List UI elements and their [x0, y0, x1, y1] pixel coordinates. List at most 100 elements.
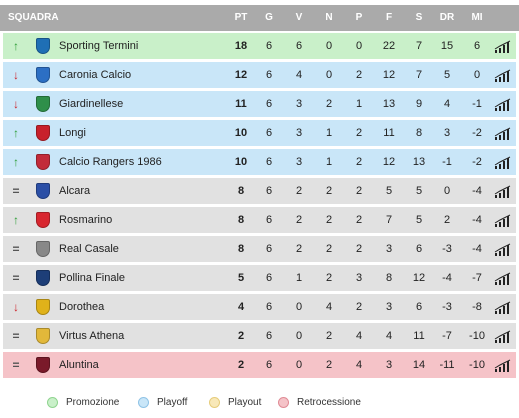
- stat-g: 6: [265, 272, 273, 284]
- table-row[interactable]: = Virtus Athena 2 6 0 2 4 4 11 -7 -10: [3, 323, 516, 350]
- header-n[interactable]: N: [325, 12, 333, 23]
- team-crest-icon: [32, 265, 54, 292]
- trend-chart-icon[interactable]: [492, 352, 514, 379]
- trend-chart-icon[interactable]: [492, 62, 514, 89]
- header-mi[interactable]: MI: [471, 12, 483, 23]
- arrow-up-icon: ↑: [13, 155, 19, 169]
- team-name[interactable]: Sporting Termini: [59, 40, 139, 52]
- stat-p: 2: [355, 156, 363, 168]
- stat-f: 22: [382, 40, 396, 52]
- header-s[interactable]: S: [415, 12, 423, 23]
- stat-n: 2: [325, 272, 333, 284]
- equal-icon: =: [12, 184, 20, 198]
- team-crest-icon: [32, 149, 54, 176]
- stat-mi: -1: [472, 98, 482, 110]
- stat-f: 12: [382, 69, 396, 81]
- table-row[interactable]: ↑ Rosmarino 8 6 2 2 2 7 5 2 -4: [3, 207, 516, 234]
- stat-pt: 10: [234, 127, 248, 139]
- table-row[interactable]: ↓ Dorothea 4 6 0 4 2 3 6 -3 -8: [3, 294, 516, 321]
- team-name[interactable]: Alcara: [59, 185, 91, 197]
- stat-s: 12: [412, 272, 426, 284]
- stat-g: 6: [265, 185, 273, 197]
- table-row[interactable]: = Pollina Finale 5 6 1 2 3 8 12 -4 -7: [3, 265, 516, 292]
- table-row[interactable]: ↑ Longi 10 6 3 1 2 11 8 3 -2: [3, 120, 516, 147]
- stat-p: 2: [355, 127, 363, 139]
- stat-g: 6: [265, 156, 273, 168]
- stat-v: 0: [295, 359, 303, 371]
- stat-dr: -3: [442, 301, 452, 313]
- stat-dr: -3: [442, 243, 452, 255]
- table-row[interactable]: ↓ Caronia Calcio 12 6 4 0 2 12 7 5 0: [3, 62, 516, 89]
- equal-icon: =: [12, 329, 20, 343]
- trend-chart-icon[interactable]: [492, 265, 514, 292]
- stat-mi: -7: [472, 272, 482, 284]
- team-name[interactable]: Longi: [59, 127, 86, 139]
- table-row[interactable]: = Real Casale 8 6 2 2 2 3 6 -3 -4: [3, 236, 516, 263]
- legend: Promozione Playoff Playout Retrocessione: [0, 392, 519, 414]
- team-name[interactable]: Calcio Rangers 1986: [59, 156, 162, 168]
- stat-v: 2: [295, 214, 303, 226]
- table-row[interactable]: ↑ Sporting Termini 18 6 6 0 0 22 7 15 6: [3, 33, 516, 60]
- trend-chart-icon[interactable]: [492, 236, 514, 263]
- table-row[interactable]: ↑ Calcio Rangers 1986 10 6 3 1 2 12 13 -1 -2: [3, 149, 516, 176]
- stat-v: 6: [295, 40, 303, 52]
- stat-s: 13: [412, 156, 426, 168]
- table-row[interactable]: ↓ Giardinellese 11 6 3 2 1 13 9 4 -1: [3, 91, 516, 118]
- header-v[interactable]: V: [295, 12, 303, 23]
- team-name[interactable]: Real Casale: [59, 243, 119, 255]
- team-crest-shape: [36, 212, 50, 228]
- trend-chart-icon[interactable]: [492, 207, 514, 234]
- table-row[interactable]: = Aluntina 2 6 0 2 4 3 14 -11 -10: [3, 352, 516, 379]
- team-name[interactable]: Aluntina: [59, 359, 99, 371]
- arrow-down-icon: ↓: [13, 97, 19, 111]
- stat-s: 5: [415, 214, 423, 226]
- team-name[interactable]: Virtus Athena: [59, 330, 125, 342]
- trend-chart-icon[interactable]: [492, 120, 514, 147]
- stat-v: 0: [295, 330, 303, 342]
- stat-mi: 6: [473, 40, 481, 52]
- stat-mi: -4: [472, 214, 482, 226]
- header-g[interactable]: G: [265, 12, 273, 23]
- stat-s: 14: [412, 359, 426, 371]
- team-crest-shape: [36, 125, 50, 141]
- trend-chart-icon[interactable]: [492, 294, 514, 321]
- header-dr[interactable]: DR: [439, 12, 455, 23]
- stat-n: 4: [325, 301, 333, 313]
- trend-chart-icon[interactable]: [492, 323, 514, 350]
- stat-p: 2: [355, 69, 363, 81]
- trend-chart-icon[interactable]: [492, 33, 514, 60]
- header-pt[interactable]: PT: [234, 12, 248, 23]
- header-p[interactable]: P: [355, 12, 363, 23]
- trend-chart-icon[interactable]: [492, 91, 514, 118]
- team-crest-icon: [32, 236, 54, 263]
- stat-dr: -1: [442, 156, 452, 168]
- team-crest-shape: [36, 299, 50, 315]
- stat-f: 13: [382, 98, 396, 110]
- header-f[interactable]: F: [385, 12, 393, 23]
- team-crest-shape: [36, 328, 50, 344]
- legend-label: Retrocessione: [297, 397, 361, 408]
- arrow-up-icon: ↑: [13, 126, 19, 140]
- team-crest-icon: [32, 62, 54, 89]
- team-name[interactable]: Pollina Finale: [59, 272, 126, 284]
- trend-chart-icon[interactable]: [492, 149, 514, 176]
- stat-p: 0: [355, 40, 363, 52]
- team-name[interactable]: Caronia Calcio: [59, 69, 132, 81]
- equal-icon: =: [12, 271, 20, 285]
- stat-v: 3: [295, 98, 303, 110]
- stat-pt: 8: [237, 214, 245, 226]
- header-squadra[interactable]: SQUADRA: [8, 12, 59, 23]
- stat-dr: 4: [443, 98, 451, 110]
- trend-chart-icon[interactable]: [492, 178, 514, 205]
- stat-f: 4: [385, 330, 393, 342]
- team-name[interactable]: Dorothea: [59, 301, 105, 313]
- team-crest-shape: [36, 67, 50, 83]
- arrow-up-icon: ↑: [13, 39, 19, 53]
- team-name[interactable]: Giardinellese: [59, 98, 124, 110]
- stat-v: 1: [295, 272, 303, 284]
- table-row[interactable]: = Alcara 8 6 2 2 2 5 5 0 -4: [3, 178, 516, 205]
- team-name[interactable]: Rosmarino: [59, 214, 113, 226]
- stat-v: 3: [295, 156, 303, 168]
- stat-dr: 2: [443, 214, 451, 226]
- stat-pt: 8: [237, 185, 245, 197]
